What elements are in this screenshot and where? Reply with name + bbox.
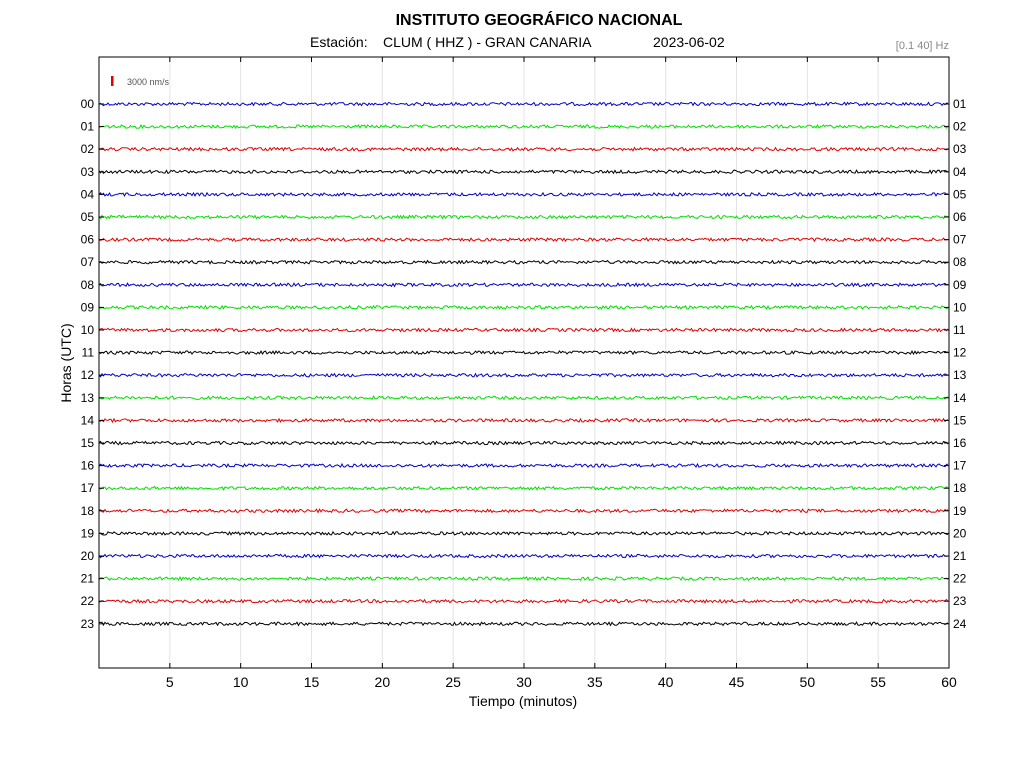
left-hour-label: 02 [81, 142, 95, 156]
seismic-trace [98, 485, 949, 491]
y-axis-label: Horas (UTC) [58, 323, 74, 403]
left-hour-label: 21 [81, 572, 95, 586]
right-hour-label: 02 [953, 120, 967, 134]
station-name: CLUM ( HHZ ) - GRAN CANARIA [383, 34, 592, 50]
seismic-trace [98, 598, 949, 604]
left-hour-label: 14 [81, 413, 95, 427]
right-hour-label: 04 [953, 165, 967, 179]
right-hour-label: 20 [953, 526, 967, 540]
seismic-trace [98, 462, 949, 469]
seismic-trace [98, 553, 949, 559]
right-hour-label: 22 [953, 572, 967, 586]
chart-date: 2023-06-02 [653, 34, 725, 50]
right-hour-label: 14 [953, 391, 967, 405]
seismic-trace [98, 530, 949, 536]
seismic-trace [98, 372, 949, 378]
right-hour-label: 06 [953, 210, 967, 224]
left-hour-label: 10 [81, 323, 95, 337]
right-hour-label: 05 [953, 187, 967, 201]
right-hour-label: 03 [953, 142, 967, 156]
seismic-trace [98, 575, 949, 582]
seismic-trace [98, 214, 949, 220]
left-hour-label: 13 [81, 391, 95, 405]
seismic-trace [98, 146, 949, 152]
left-hour-label: 03 [81, 165, 95, 179]
seismic-trace [98, 168, 949, 175]
right-hour-label: 01 [953, 97, 967, 111]
filter-band: [0.1 40] Hz [895, 40, 949, 52]
seismic-trace [98, 191, 949, 198]
right-hour-label: 19 [953, 504, 967, 518]
right-hour-label: 17 [953, 459, 967, 473]
left-hour-label: 04 [81, 187, 95, 201]
left-hour-label: 00 [81, 97, 95, 111]
x-tick-label: 60 [941, 674, 957, 690]
seismic-trace [98, 395, 949, 401]
left-hour-label: 23 [81, 617, 95, 631]
x-tick-label: 30 [516, 674, 532, 690]
left-hour-label: 16 [81, 459, 95, 473]
right-hour-label: 23 [953, 594, 967, 608]
left-hour-label: 20 [81, 549, 95, 563]
seismic-trace [98, 327, 949, 333]
left-hour-label: 15 [81, 436, 95, 450]
seismic-trace [98, 508, 949, 514]
x-tick-label: 20 [375, 674, 391, 690]
x-axis-label: Tiempo (minutos) [468, 693, 578, 709]
x-tick-label: 35 [587, 674, 603, 690]
left-hour-label: 09 [81, 300, 95, 314]
seismic-trace [98, 237, 949, 243]
right-hour-label: 18 [953, 481, 967, 495]
seismic-trace [98, 417, 949, 424]
chart-title: INSTITUTO GEOGRÁFICO NACIONAL [395, 12, 683, 29]
seismic-trace [98, 282, 949, 288]
left-hour-label: 12 [81, 368, 95, 382]
x-tick-label: 50 [800, 674, 816, 690]
x-tick-label: 45 [729, 674, 745, 690]
seismic-trace [98, 440, 949, 446]
seismic-trace [98, 259, 949, 265]
right-hour-label: 09 [953, 278, 967, 292]
left-hour-label: 17 [81, 481, 95, 495]
left-hour-label: 22 [81, 594, 95, 608]
x-tick-label: 40 [658, 674, 674, 690]
right-hour-label: 24 [953, 617, 967, 631]
right-hour-label: 21 [953, 549, 967, 563]
right-hour-label: 11 [953, 323, 966, 337]
seismic-trace [98, 349, 949, 356]
left-hour-label: 01 [81, 120, 95, 134]
seismic-trace [98, 621, 949, 627]
seismic-trace [98, 101, 949, 107]
right-hour-label: 13 [953, 368, 967, 382]
left-hour-label: 11 [82, 346, 95, 360]
right-hour-label: 15 [953, 413, 967, 427]
left-hour-label: 19 [81, 526, 95, 540]
left-hour-label: 08 [81, 278, 95, 292]
right-hour-label: 10 [953, 300, 967, 314]
x-tick-label: 55 [870, 674, 886, 690]
x-tick-label: 15 [304, 674, 320, 690]
scale-bar [111, 76, 114, 86]
scale-bar-label: 3000 nm/s [127, 77, 170, 87]
right-hour-label: 16 [953, 436, 967, 450]
x-tick-label: 5 [166, 674, 174, 690]
right-hour-label: 12 [953, 346, 967, 360]
left-hour-label: 06 [81, 233, 95, 247]
station-prefix: Estación: [310, 34, 368, 50]
left-hour-label: 05 [81, 210, 95, 224]
seismic-trace [98, 123, 949, 130]
right-hour-label: 08 [953, 255, 967, 269]
seismic-trace [98, 304, 949, 311]
right-hour-label: 07 [953, 233, 967, 247]
x-tick-label: 25 [445, 674, 461, 690]
left-hour-label: 18 [81, 504, 95, 518]
x-tick-label: 10 [233, 674, 249, 690]
left-hour-label: 07 [81, 255, 95, 269]
